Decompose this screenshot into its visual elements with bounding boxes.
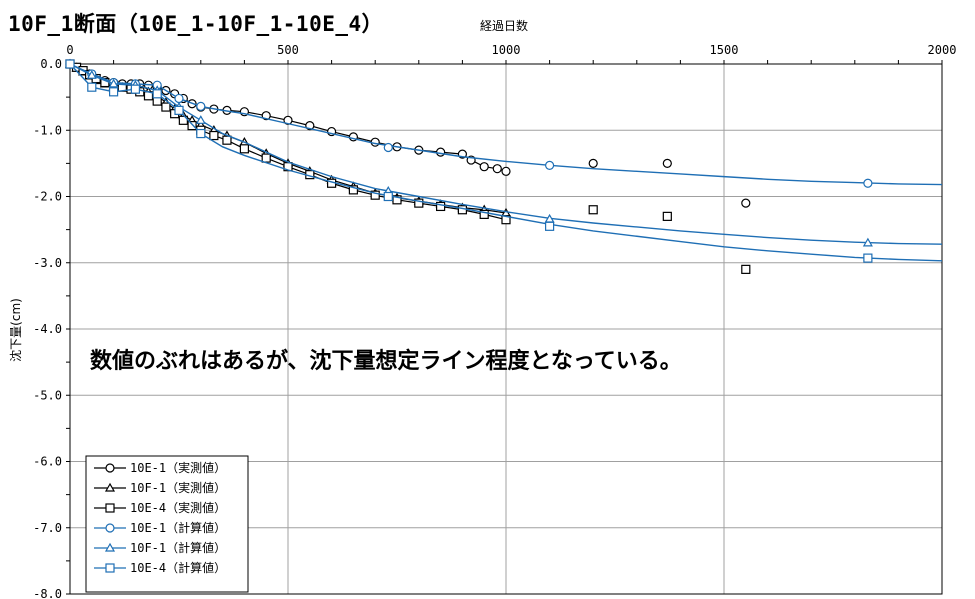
- legend-marker: [105, 463, 115, 473]
- series-measured_sparse-8: [588, 205, 751, 274]
- data-point: [479, 162, 489, 172]
- data-point: [741, 198, 751, 208]
- legend-marker: [105, 563, 115, 573]
- legend-marker: [104, 542, 116, 552]
- data-point: [222, 135, 232, 145]
- y-tick-label: -4.0: [33, 322, 62, 336]
- y-tick-label: 0.0: [40, 57, 62, 71]
- data-point: [86, 70, 97, 79]
- y-tick-label: -5.0: [33, 388, 62, 402]
- y-tick-label: -7.0: [33, 521, 62, 535]
- legend-item: 10F-1（実測値）: [94, 480, 226, 495]
- data-point: [209, 130, 219, 141]
- data-point: [239, 144, 249, 154]
- legend: 10E-1（実測値） 10F-1（実測値） 10E-4（実測値） 10E-1（計算値）…: [85, 455, 249, 593]
- data-point: [383, 142, 393, 153]
- legend-item: 10E-1（計算値）: [94, 520, 226, 535]
- data-point: [187, 121, 197, 131]
- legend-label: 10E-1（実測値）: [130, 460, 226, 475]
- legend-label: 10F-1（実測値）: [130, 480, 226, 495]
- legend-marker: [105, 523, 115, 533]
- data-point: [174, 93, 184, 104]
- series-measured_sparse-6: [588, 158, 751, 208]
- data-point: [588, 205, 598, 215]
- data-point: [863, 178, 873, 188]
- y-tick-label: -8.0: [33, 587, 62, 599]
- x-tick-label: 1000: [492, 43, 521, 57]
- legend-item: 10E-4（実測値）: [94, 500, 226, 515]
- legend-marker: [104, 482, 116, 492]
- data-point: [383, 191, 393, 202]
- chart-annotation: 数値のぶれはあるが、沈下量想定ライン程度となっている。: [90, 348, 682, 374]
- data-point: [108, 87, 119, 97]
- data-point: [501, 166, 511, 176]
- y-tick-label: -1.0: [33, 123, 62, 137]
- x-tick-label: 0: [66, 43, 73, 57]
- data-point: [492, 164, 502, 174]
- data-point: [108, 78, 119, 88]
- series-calculated-5: [65, 59, 943, 263]
- data-point: [195, 115, 206, 124]
- data-point: [662, 158, 672, 168]
- data-point: [457, 205, 467, 215]
- data-point: [392, 195, 402, 205]
- legend-label: 10E-4（計算値）: [130, 560, 226, 575]
- data-point: [863, 253, 873, 263]
- y-tick-label: -3.0: [33, 256, 62, 270]
- data-point: [436, 147, 446, 157]
- y-axis-label: 沈下量(cm): [8, 298, 23, 362]
- data-point: [152, 89, 162, 99]
- data-point: [544, 160, 555, 170]
- data-point: [741, 264, 751, 274]
- data-point: [87, 82, 97, 92]
- legend-label: 10F-1（計算値）: [130, 540, 226, 555]
- data-point: [479, 209, 489, 219]
- data-point: [348, 185, 358, 195]
- data-point: [161, 102, 171, 112]
- legend-marker: [105, 503, 115, 513]
- x-tick-label: 500: [277, 43, 299, 57]
- data-point: [196, 128, 206, 139]
- legend-item: 10E-1（実測値）: [94, 460, 226, 475]
- chart-title: 10F_1断面（10E_1-10F_1-10E_4）: [8, 12, 384, 36]
- axes: 0 500 1000 1500 2000 0.0 -1.0 -2.0 -3.0 -4.0 -5.0 -…: [33, 43, 956, 599]
- data-point: [174, 105, 184, 115]
- legend-item: 10E-4（計算値）: [94, 560, 226, 575]
- data-point: [544, 221, 555, 231]
- y-tick-label: -2.0: [33, 190, 62, 204]
- legend-item: 10F-1（計算値）: [94, 540, 226, 555]
- x-tick-label: 2000: [928, 43, 957, 57]
- data-point: [261, 153, 271, 163]
- data-point: [370, 190, 380, 200]
- data-point: [196, 101, 206, 112]
- data-point: [588, 158, 598, 168]
- series-group: [64, 58, 943, 274]
- data-point: [862, 237, 873, 247]
- legend-label: 10E-1（計算値）: [130, 520, 226, 535]
- data-point: [436, 201, 446, 212]
- x-tick-label: 1500: [710, 43, 739, 57]
- data-point: [65, 59, 75, 69]
- data-point: [178, 115, 188, 125]
- legend-label: 10E-4（実測値）: [130, 500, 226, 515]
- x-axis-label: 経過日数: [480, 18, 528, 33]
- data-point: [662, 211, 672, 221]
- data-point: [130, 84, 140, 94]
- y-tick-label: -6.0: [33, 455, 62, 469]
- data-point: [414, 198, 424, 208]
